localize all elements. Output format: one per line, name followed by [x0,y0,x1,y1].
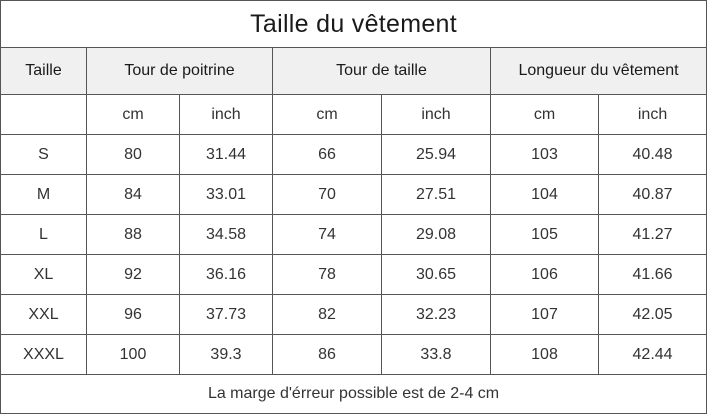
waist-inch-cell: 27.51 [381,174,491,215]
unit-empty-cell [0,94,87,135]
table-row: XXL 96 37.73 82 32.23 107 42.05 [0,294,707,335]
length-cm-cell: 104 [490,174,599,215]
length-inch-cell: 40.48 [597,134,707,175]
length-cm-cell: 106 [490,254,599,295]
error-margin-note: La marge d'érreur possible est de 2-4 cm [0,374,707,414]
waist-inch-cell: 25.94 [381,134,491,175]
chest-inch-cell: 36.16 [179,254,273,295]
waist-inch-cell: 29.08 [381,214,491,255]
size-cell: XL [0,254,87,295]
header-size: Taille [0,47,87,95]
header-chest: Tour de poitrine [86,47,273,95]
unit-waist-inch: inch [381,94,491,135]
size-cell: M [0,174,87,215]
header-row: Taille Tour de poitrine Tour de taille L… [0,47,707,95]
waist-cm-cell: 78 [272,254,382,295]
chest-cm-cell: 88 [86,214,180,255]
chest-inch-cell: 34.58 [179,214,273,255]
unit-length-cm: cm [490,94,599,135]
chart-title: Taille du vêtement [0,0,707,48]
length-inch-cell: 41.66 [597,254,707,295]
unit-length-inch: inch [597,94,707,135]
table-row: S 80 31.44 66 25.94 103 40.48 [0,134,707,175]
chest-cm-cell: 96 [86,294,180,335]
waist-cm-cell: 70 [272,174,382,215]
size-cell: XXXL [0,334,87,375]
chest-cm-cell: 84 [86,174,180,215]
table-row: L 88 34.58 74 29.08 105 41.27 [0,214,707,255]
length-cm-cell: 108 [490,334,599,375]
chest-inch-cell: 37.73 [179,294,273,335]
title-row: Taille du vêtement [0,0,707,48]
chest-inch-cell: 33.01 [179,174,273,215]
waist-cm-cell: 74 [272,214,382,255]
header-length: Longueur du vêtement [489,47,707,95]
size-cell: XXL [0,294,87,335]
unit-chest-inch: inch [179,94,273,135]
note-row: La marge d'érreur possible est de 2-4 cm [0,374,707,414]
waist-inch-cell: 32.23 [381,294,491,335]
length-inch-cell: 42.05 [597,294,707,335]
unit-chest-cm: cm [86,94,180,135]
table-row: XL 92 36.16 78 30.65 106 41.66 [0,254,707,295]
chest-inch-cell: 31.44 [179,134,273,175]
length-inch-cell: 41.27 [597,214,707,255]
unit-row: cm inch cm inch cm inch [0,94,707,135]
chest-cm-cell: 92 [86,254,180,295]
table-row: M 84 33.01 70 27.51 104 40.87 [0,174,707,215]
length-inch-cell: 42.44 [597,334,707,375]
size-cell: S [0,134,87,175]
length-cm-cell: 103 [490,134,599,175]
unit-waist-cm: cm [272,94,382,135]
length-inch-cell: 40.87 [597,174,707,215]
waist-cm-cell: 66 [272,134,382,175]
waist-cm-cell: 82 [272,294,382,335]
waist-inch-cell: 33.8 [381,334,491,375]
header-waist: Tour de taille [272,47,491,95]
waist-cm-cell: 86 [272,334,382,375]
chest-cm-cell: 80 [86,134,180,175]
waist-inch-cell: 30.65 [381,254,491,295]
size-cell: L [0,214,87,255]
length-cm-cell: 105 [490,214,599,255]
length-cm-cell: 107 [490,294,599,335]
table-row: XXXL 100 39.3 86 33.8 108 42.44 [0,334,707,375]
chest-cm-cell: 100 [86,334,180,375]
chest-inch-cell: 39.3 [179,334,273,375]
